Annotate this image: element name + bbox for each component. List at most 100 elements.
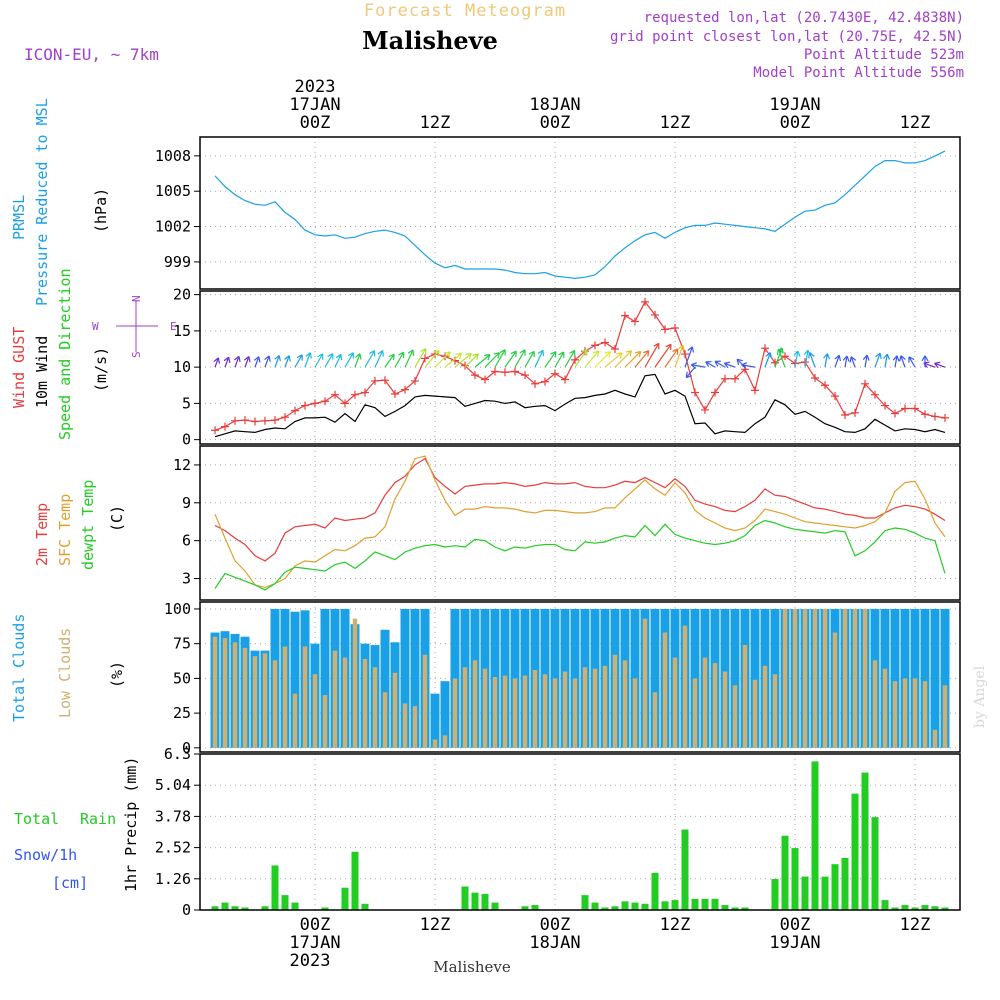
low-cloud-bar [712, 663, 718, 748]
wind-arrow [564, 350, 576, 368]
low-cloud-bar [472, 660, 478, 748]
wind-arrow [724, 362, 736, 368]
panel-frame [199, 290, 961, 445]
wind-arrow [414, 348, 427, 368]
bottom-date-label: 17JAN [289, 933, 340, 953]
y-tick-label: 5.04 [155, 776, 191, 794]
low-cloud-bar [862, 608, 868, 748]
wind-arrow [224, 356, 230, 368]
rain-bar [641, 903, 649, 910]
wind-arrow [234, 356, 240, 368]
gust-marker [941, 413, 949, 422]
wind-arrow [274, 355, 280, 368]
prmsl-label: PRMSL [10, 195, 28, 240]
wind-arrow [244, 356, 250, 368]
wind-arrow [454, 353, 472, 368]
wind-arrow [364, 350, 376, 368]
wind-arrowhead [741, 362, 748, 370]
gust-marker [361, 388, 369, 397]
wind-arrow [554, 351, 565, 368]
wind-arrow [834, 355, 840, 368]
temp-sfc-label: SFC Temp [56, 494, 74, 566]
gust-marker [561, 375, 569, 384]
wind-arrowhead [793, 350, 801, 357]
wind-arrow [654, 343, 672, 368]
top-date-label: 19JAN [769, 95, 820, 115]
wind-arrowhead [776, 348, 784, 356]
gust-marker [821, 381, 829, 390]
gust-marker [891, 409, 899, 418]
wind-arrowhead [377, 350, 384, 357]
rain-bar [581, 895, 589, 910]
wind-arrowhead [317, 353, 324, 360]
wind-unit-label: (m/s) [92, 347, 110, 392]
wind-arrowhead [923, 361, 930, 368]
rain-bar [611, 906, 619, 910]
bottom-date-label: 19JAN [769, 933, 820, 953]
wind-arrowhead [678, 344, 685, 352]
gust-marker [501, 368, 509, 377]
low-cloud-bar [262, 653, 268, 748]
rain-label: Rain [80, 810, 116, 828]
wind-arrowhead [665, 343, 672, 351]
gust-marker [371, 376, 379, 385]
total-cloud-bar [650, 608, 660, 748]
rain-bar [851, 793, 859, 910]
info-line-model-altitude: Model Point Altitude 556m [753, 65, 964, 81]
low-clouds-label: Low Clouds [56, 628, 74, 718]
low-cloud-bar [812, 608, 818, 748]
low-cloud-bar [462, 667, 468, 748]
low-cloud-bar [492, 677, 498, 748]
wind-arrow [684, 346, 693, 368]
low-cloud-bar [822, 608, 828, 748]
y-tick-label: 10 [173, 358, 191, 376]
wind-gust-label: Wind GUST [10, 327, 28, 408]
low-cloud-bar [352, 618, 358, 748]
wind-arrow [804, 350, 809, 368]
wind-arrow [494, 349, 506, 368]
wind-arrow [284, 355, 290, 368]
wind-arrowhead [537, 349, 545, 357]
top-hour-label: 12Z [420, 113, 451, 133]
wind-arrowhead [875, 352, 882, 359]
gust-marker [871, 390, 879, 399]
gust-marker [811, 374, 819, 383]
low-cloud-bar [332, 650, 338, 748]
low-cloud-bar [272, 660, 278, 748]
wind-arrowhead [253, 356, 261, 363]
rain-bar [861, 772, 869, 910]
panel-frame [199, 753, 961, 911]
low-cloud-bar [912, 678, 918, 748]
wind-arrow [844, 355, 848, 368]
low-cloud-bar [762, 665, 768, 748]
wind-arrow [874, 352, 881, 368]
total-cloud-bar [750, 608, 760, 748]
gust-marker [281, 413, 289, 422]
wind-arrow [644, 343, 660, 368]
low-cloud-bar [662, 632, 668, 748]
wind-arrowhead [883, 353, 890, 360]
rain-bar [471, 892, 479, 910]
low-cloud-bar [282, 646, 288, 748]
gust-marker [751, 386, 759, 395]
bottom-date-label: 18JAN [529, 933, 580, 953]
rain-bar [271, 865, 279, 910]
low-cloud-bar [242, 647, 248, 748]
low-cloud-bar [892, 681, 898, 748]
wind-arrowhead [388, 353, 395, 361]
precip-panel: 0 1.26 2.52 3.78 5.04 6.3 [155, 745, 961, 919]
wind-arrowhead [369, 350, 376, 357]
low-cloud-bar [412, 706, 418, 748]
wind-arrowhead [604, 351, 612, 358]
wind-arrow [214, 357, 219, 368]
wind-arrowhead [234, 355, 241, 363]
top-date-label: 17JAN [289, 95, 340, 115]
low-cloud-bar [232, 642, 238, 748]
wind-arrow [864, 355, 868, 368]
wind-arrowhead [862, 354, 870, 361]
wind-arrow [664, 348, 679, 368]
low-cloud-bar [672, 657, 678, 748]
low-cloud-bar [392, 672, 398, 748]
gust-marker [461, 361, 469, 370]
t2m-line [214, 457, 946, 562]
